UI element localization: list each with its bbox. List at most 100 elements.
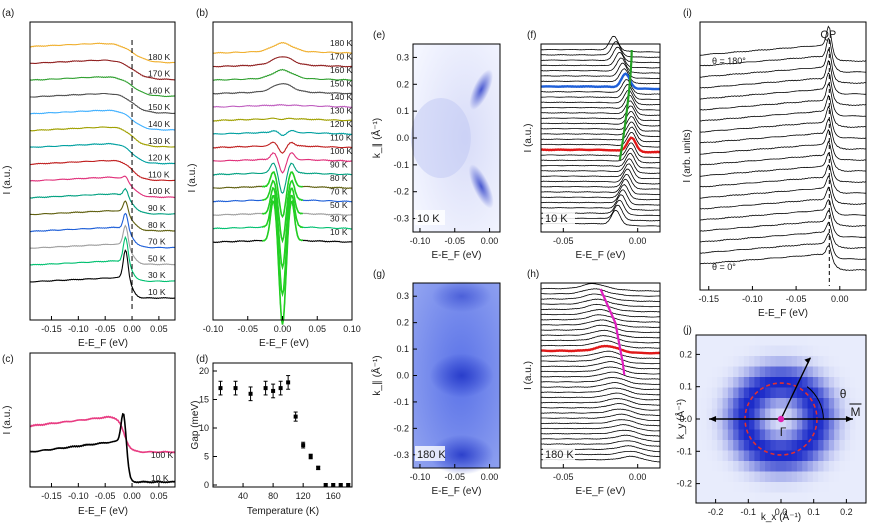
fs-map-cell <box>786 440 793 451</box>
fs-map-cell <box>754 471 761 483</box>
fs-map-cell <box>781 492 787 504</box>
fs-map-cell <box>733 440 739 451</box>
x-tick-label: 0.00 <box>274 324 292 334</box>
x-axis-label: k_x (Å⁻¹) <box>761 510 801 523</box>
series-label: 70 K <box>330 187 348 197</box>
highlight-edc-red <box>541 344 661 355</box>
fs-map-cell <box>765 398 771 409</box>
fs-map-cell <box>738 482 745 493</box>
y-tick-label: -0.2 <box>393 423 409 433</box>
fs-map-cell <box>796 366 803 378</box>
x-tick-label: 0.05 <box>150 324 168 334</box>
fs-map-cell <box>786 345 793 357</box>
y-tick-label: 5 <box>204 452 209 462</box>
edc-line <box>540 46 661 64</box>
series-label: 120 K <box>148 153 171 163</box>
fs-map-cell <box>850 440 856 451</box>
fs-map-cell <box>743 345 750 357</box>
y-tick-label: -0.1 <box>393 160 409 170</box>
series-label: 10 K <box>151 473 169 483</box>
panel-a: (a) 10 K 30 K 50 K 70 K 80 K 90 K 100 K 110 K 120… <box>2 8 176 349</box>
fs-map-cell <box>791 419 798 430</box>
y-tick-label: 0.3 <box>396 291 409 301</box>
series-label: 10 K <box>148 287 166 297</box>
fs-map-cell <box>706 461 713 472</box>
fs-map-cell <box>696 482 702 493</box>
temperature-badge <box>415 210 445 225</box>
edc-line <box>540 408 661 417</box>
edc-line <box>699 37 867 73</box>
edc-line <box>540 41 661 58</box>
fs-map-cell <box>743 440 750 451</box>
edc-line <box>540 303 661 313</box>
fs-map-cell <box>796 482 803 493</box>
fs-map-cell <box>711 377 718 388</box>
spectrum-line-10K <box>29 249 176 300</box>
fs-map-cell <box>823 366 830 378</box>
fs-map-cell <box>850 366 856 378</box>
fs-map-cell <box>765 387 771 399</box>
fs-map-cell <box>791 335 798 346</box>
fs-map-cell <box>738 419 745 430</box>
symmetrized-line-130K <box>212 117 352 122</box>
edc-line <box>540 434 661 442</box>
panel-i: (i) QP θ = 180° θ = 0° -0.15 -0.10 -0.05 0.00 E-… <box>682 8 867 319</box>
panel-c: (c) 100 K 10 K -0.15 -0.10 -0.05 0.00 0.05 E-E_F… <box>2 352 176 517</box>
fs-map-cell <box>860 450 867 462</box>
fs-map-cell <box>828 419 835 430</box>
edc-line <box>540 298 661 308</box>
fs-map-cell <box>844 366 851 378</box>
fs-map-cell <box>765 408 771 420</box>
fs-map-cell <box>791 345 798 357</box>
fs-map-cell <box>844 387 851 399</box>
panel-d-frame <box>212 362 353 488</box>
fs-map-cell <box>834 366 840 378</box>
gap-data-point <box>338 483 343 487</box>
fs-map-cell <box>743 387 750 399</box>
fs-map-cell <box>722 377 729 388</box>
fs-map-cell <box>706 419 713 430</box>
x-tick-label: -0.10 <box>203 324 224 334</box>
fs-map-cell <box>812 335 819 346</box>
fs-map-cell <box>860 366 867 378</box>
panel-label: (f) <box>527 30 536 41</box>
fs-map-cell <box>765 429 771 441</box>
fs-map-cell <box>850 419 856 430</box>
fs-map-cell <box>791 492 798 504</box>
fs-map-cell <box>759 345 766 357</box>
fs-map-cell <box>701 429 708 441</box>
fs-map-cell <box>701 387 708 399</box>
fs-map-cell <box>807 377 814 388</box>
edc-line <box>699 140 867 172</box>
fs-map-cell <box>818 345 824 357</box>
edc-line <box>699 105 867 139</box>
fs-map-cell <box>696 492 702 504</box>
fs-map-cell <box>823 429 830 441</box>
fs-map-cell <box>733 482 739 493</box>
fs-map-cell <box>711 419 718 430</box>
fs-map-cell <box>855 450 862 462</box>
fs-map-cell <box>722 471 729 483</box>
fs-map-cell <box>860 419 867 430</box>
y-axis-label: I (arb. units) <box>682 129 693 182</box>
fs-map-cell <box>701 450 708 462</box>
fs-map-cell <box>860 408 867 420</box>
fs-map-cell <box>796 377 803 388</box>
spectrum-line-80K <box>29 200 176 232</box>
fs-map-cell <box>828 356 835 367</box>
fs-map-cell <box>844 408 851 420</box>
fs-map-cell <box>802 345 809 357</box>
fs-map-cell <box>717 429 724 441</box>
fs-map-cell <box>844 440 851 451</box>
fs-map-cell <box>743 419 750 430</box>
fs-map-cell <box>839 482 846 493</box>
fs-map-cell <box>770 335 777 346</box>
fs-map-cell <box>765 356 771 367</box>
fs-map-cell <box>823 461 830 472</box>
fs-map-cell <box>770 398 777 409</box>
fs-map-cell <box>839 366 846 378</box>
fs-map-cell <box>775 345 782 357</box>
fs-map-cell <box>743 492 750 504</box>
fs-map-cell <box>701 335 708 346</box>
edc-line <box>699 83 867 117</box>
